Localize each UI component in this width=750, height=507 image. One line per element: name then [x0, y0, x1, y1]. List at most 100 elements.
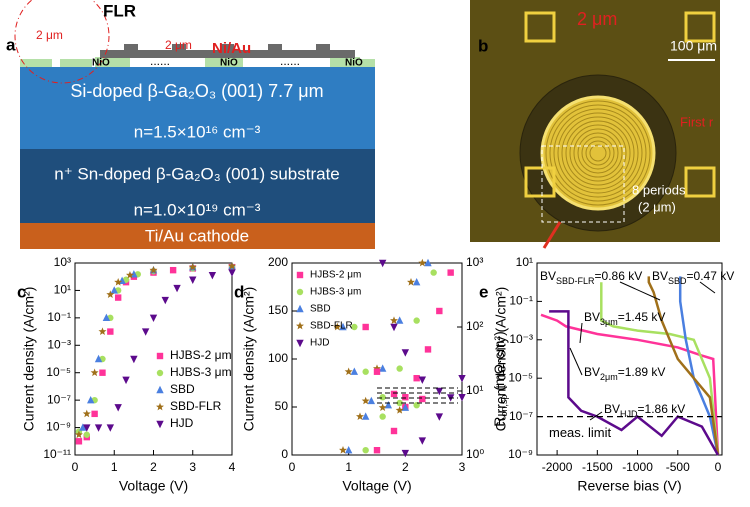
- series-line: [549, 310, 720, 456]
- marker: [106, 424, 115, 432]
- marker: [333, 322, 342, 331]
- marker: [390, 390, 398, 398]
- drift-doping: n=1.5×10¹⁶ cm⁻³: [134, 122, 261, 141]
- marker: [114, 294, 122, 301]
- nio: [360, 59, 375, 67]
- marker: [173, 284, 181, 293]
- spacing: 2 μm: [165, 38, 192, 52]
- y-tick-label: 10²: [466, 319, 483, 333]
- panel-label: d: [234, 282, 244, 301]
- y-tick-label: 10⁻⁷: [47, 392, 71, 406]
- label-part: R: [491, 417, 507, 427]
- label: BV3μm=1.45 kV: [584, 310, 665, 327]
- x-tick-label: 3: [189, 460, 196, 474]
- x-tick-label: -500: [666, 460, 690, 474]
- marker: [419, 395, 426, 403]
- x-tick-label: 4: [229, 460, 236, 474]
- marker: [378, 364, 387, 372]
- legend-label: HJD: [170, 416, 194, 430]
- marker: [99, 369, 106, 376]
- legend-label: HJBS-3 μm: [170, 365, 232, 379]
- ring: [581, 136, 615, 170]
- ring: [545, 100, 651, 206]
- y-tick-label: 0: [281, 447, 288, 461]
- ring: [577, 132, 619, 174]
- marker: [396, 399, 403, 407]
- marker: [82, 409, 91, 418]
- marker: [430, 269, 437, 276]
- marker: [130, 355, 138, 364]
- marker: [402, 394, 409, 401]
- marker: [356, 412, 364, 420]
- marker: [83, 431, 90, 438]
- marker: [407, 278, 415, 286]
- y-axis-label: Current density (A/cm²): [241, 287, 257, 432]
- marker: [149, 314, 158, 323]
- y-tick-label: 10⁻⁵: [46, 365, 71, 379]
- marker: [373, 368, 381, 375]
- label: BVHJD=1.86 kV: [604, 402, 685, 419]
- marker: [367, 396, 376, 405]
- marker: [418, 437, 427, 445]
- legend-label: HJBS-2 μm: [170, 348, 232, 362]
- drift-layer: [20, 67, 375, 149]
- marker: [390, 427, 398, 435]
- marker: [161, 296, 169, 305]
- metal-label: Ni/Au: [212, 40, 251, 57]
- y-tick-label: 10⁻⁷: [509, 409, 533, 423]
- arrow: [542, 221, 562, 249]
- panel-label: e: [479, 282, 488, 301]
- x-tick-label: 1: [345, 460, 352, 474]
- legend-label: SBD-FLR: [310, 321, 353, 332]
- flr-label: FLR: [103, 1, 136, 20]
- annotation-arrow: [579, 322, 583, 344]
- y-tick-label: 10³: [54, 255, 71, 269]
- meas-label: meas. limit: [549, 425, 612, 440]
- marker: [424, 258, 432, 267]
- y-tick-label: 10¹: [54, 283, 71, 297]
- marker: [107, 328, 114, 335]
- cathode-layer: [20, 223, 375, 249]
- ring: [549, 104, 647, 202]
- plot-frame: [536, 262, 723, 456]
- marker: [228, 269, 236, 277]
- x-axis-label: Voltage (V): [342, 478, 411, 494]
- nio: [60, 59, 92, 67]
- zoom-box: [541, 145, 625, 223]
- legend-label: SBD: [310, 304, 331, 315]
- x-tick-label: -2000: [542, 460, 573, 474]
- marker: [141, 328, 150, 336]
- legend-marker: [296, 304, 304, 313]
- marker: [361, 396, 370, 405]
- marker: [424, 346, 432, 353]
- label-part: =1.86 kV: [638, 402, 686, 416]
- marker: [344, 367, 353, 376]
- marker: [189, 276, 197, 284]
- y-tick-label: 10⁻³: [509, 332, 533, 346]
- substrate-doping: n=1.0×10¹⁹ cm⁻³: [134, 200, 261, 219]
- series-line: [540, 313, 720, 456]
- marker: [102, 313, 111, 322]
- marker: [379, 394, 386, 401]
- label-part: HJD: [620, 409, 638, 419]
- marker: [373, 364, 381, 372]
- x-tick-label: -1500: [582, 460, 613, 474]
- marker: [350, 367, 359, 375]
- panel-label: b: [478, 36, 488, 55]
- marker: [447, 269, 454, 276]
- y-tick-label: 50: [275, 399, 289, 413]
- label-part: =1.89 kV: [618, 365, 666, 379]
- y-tick-label: 10⁻⁹: [508, 447, 533, 461]
- marker: [418, 258, 427, 267]
- x-tick-label: 3: [459, 460, 466, 474]
- label-part: =0.47 kV: [687, 269, 735, 283]
- y-tick-label: 150: [268, 303, 288, 317]
- legend-marker: [156, 402, 164, 411]
- x-tick-label: 0: [715, 460, 722, 474]
- legend-label: HJBS-3 μm: [310, 287, 361, 298]
- drift-label: Si-doped β-Ga₂O₃ (001) 7.7 μm: [70, 81, 323, 101]
- marker: [94, 424, 103, 432]
- marker: [458, 394, 466, 402]
- y-tick-label: 10⁰: [466, 447, 484, 461]
